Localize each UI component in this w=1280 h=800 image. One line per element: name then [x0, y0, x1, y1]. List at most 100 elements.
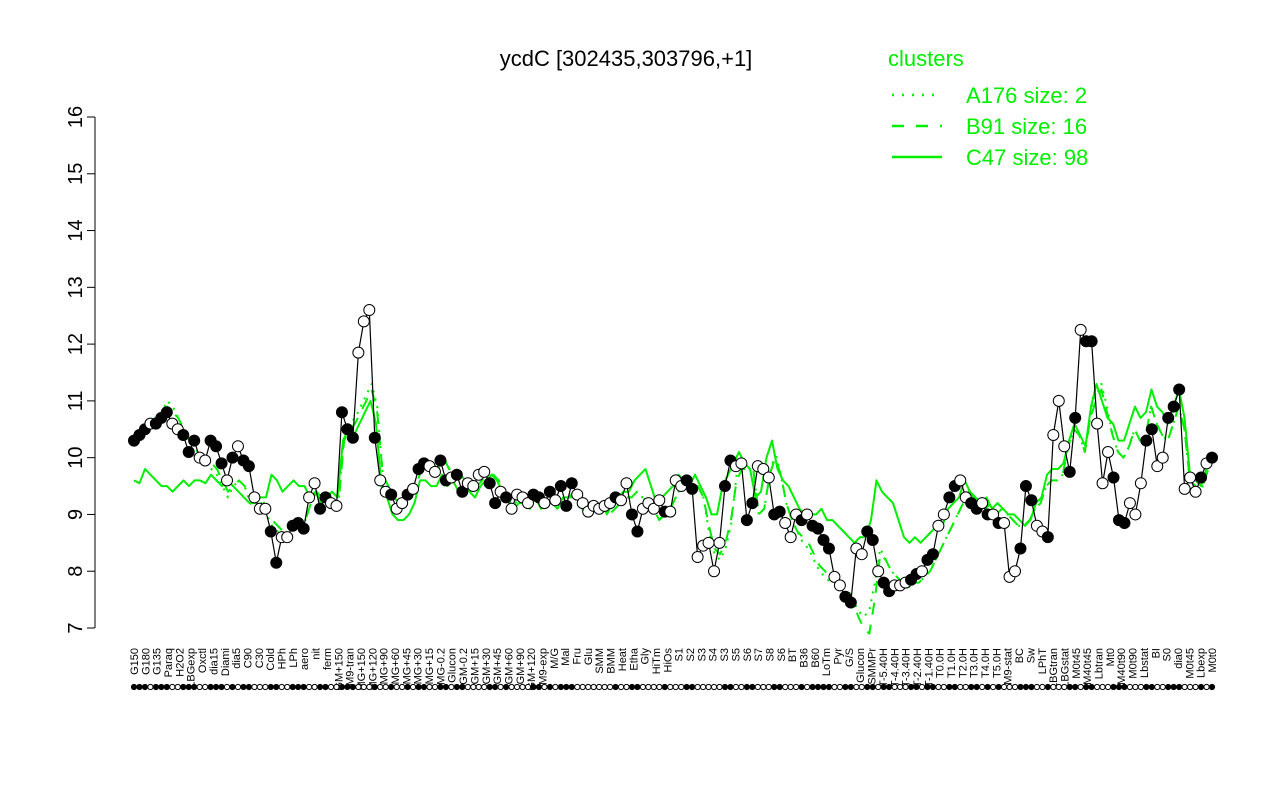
data-point — [1189, 485, 1202, 498]
x-tick-marker — [1181, 683, 1188, 691]
x-tick-marker — [1022, 683, 1030, 691]
data-point — [428, 465, 441, 478]
x-tick-marker — [968, 683, 975, 691]
legend-entry-c47: C47 size: 98 — [966, 145, 1088, 170]
x-tick-marker — [601, 683, 608, 691]
data-point — [335, 406, 348, 419]
x-tick-marker — [1066, 683, 1073, 691]
data-point — [691, 551, 704, 564]
data-point — [943, 491, 956, 504]
x-tick-marker — [437, 683, 444, 691]
data-point — [1151, 460, 1164, 473]
y-tick-label: 15 — [65, 163, 87, 185]
data-point — [718, 480, 731, 493]
data-point — [231, 440, 244, 453]
x-tick-marker — [1011, 683, 1019, 691]
cluster-line-dashed — [133, 388, 1213, 635]
x-tick-marker — [513, 683, 521, 691]
data-point — [549, 494, 562, 507]
x-tick-marker — [1061, 683, 1068, 691]
expression-line — [133, 309, 1213, 604]
data-point — [1009, 565, 1022, 578]
data-point — [330, 499, 343, 512]
x-tick-marker — [289, 683, 296, 691]
data-point — [226, 451, 239, 464]
data-point — [1118, 516, 1131, 529]
x-tick-label: M9-exp — [538, 648, 550, 685]
x-tick-marker — [431, 683, 439, 691]
x-tick-marker — [825, 683, 833, 691]
data-point — [407, 482, 420, 495]
x-tick-marker — [163, 683, 170, 691]
data-point — [281, 531, 294, 544]
x-tick-label: S2 — [685, 648, 697, 661]
x-tick-label: S4 — [708, 648, 720, 661]
data-point — [357, 315, 370, 328]
x-tick-marker — [202, 683, 209, 691]
data-point — [1096, 477, 1109, 490]
x-tick-marker — [295, 683, 302, 691]
x-tick-marker — [223, 683, 231, 691]
y-tick-label: 14 — [65, 219, 87, 241]
data-point — [1052, 394, 1065, 407]
x-tick-label: C90 — [242, 648, 254, 668]
x-tick-marker — [196, 683, 203, 691]
x-tick-label: Oxctl — [197, 648, 209, 673]
x-tick-label: H2O2 — [174, 648, 186, 677]
data-point — [735, 457, 748, 470]
data-point — [242, 460, 255, 473]
data-point — [314, 502, 327, 515]
data-point — [560, 499, 573, 512]
x-tick-marker — [349, 683, 356, 691]
data-point — [1178, 482, 1191, 495]
data-point — [779, 516, 792, 529]
x-tick-marker — [596, 683, 603, 691]
x-tick-marker — [267, 683, 274, 691]
x-tick-marker — [710, 683, 718, 691]
x-tick-marker — [492, 683, 499, 691]
x-tick-marker — [1017, 683, 1024, 691]
x-tick-marker — [546, 683, 553, 691]
x-tick-marker — [1028, 683, 1035, 691]
x-tick-marker — [169, 683, 176, 691]
chart-title: ycdC [302435,303796,+1] — [500, 46, 753, 71]
x-tick-marker — [940, 683, 947, 691]
x-tick-marker — [1077, 683, 1084, 691]
data-point — [264, 525, 277, 538]
data-point — [1074, 323, 1087, 336]
x-tick-marker — [809, 683, 816, 691]
data-point — [1156, 451, 1169, 464]
x-tick-label: T3.0H — [969, 648, 981, 678]
x-tick-marker — [180, 683, 187, 691]
x-tick-label: T0.0H — [935, 648, 947, 678]
x-tick-marker — [519, 683, 526, 691]
x-tick-marker — [393, 683, 400, 691]
x-tick-label: MG+120 — [367, 648, 379, 691]
x-tick-label: S3 — [719, 648, 731, 661]
data-point — [647, 502, 660, 515]
x-tick-marker — [727, 683, 734, 691]
x-tick-marker — [1208, 683, 1216, 691]
x-tick-marker — [672, 683, 679, 691]
x-tick-marker — [333, 683, 340, 691]
data-point — [915, 565, 928, 578]
x-tick-label: G150 — [129, 648, 141, 675]
x-tick-marker — [568, 683, 575, 691]
x-tick-label: S7 — [753, 648, 765, 661]
x-tick-marker — [311, 683, 318, 691]
x-tick-label: Etha — [628, 647, 640, 671]
x-tick-label: ferm — [322, 648, 334, 670]
x-tick-marker — [699, 683, 707, 691]
x-tick-marker — [344, 683, 351, 691]
x-tick-marker — [689, 683, 696, 691]
x-tick-label: MG+15 — [424, 648, 436, 684]
x-tick-label: GM+90 — [515, 648, 527, 684]
data-point — [576, 497, 589, 510]
x-tick-marker — [486, 683, 493, 691]
x-tick-marker — [820, 683, 827, 691]
data-point — [1140, 434, 1153, 447]
x-tick-label: GM+45 — [492, 648, 504, 684]
x-tick-marker — [541, 683, 548, 691]
x-tick-marker — [743, 683, 750, 691]
